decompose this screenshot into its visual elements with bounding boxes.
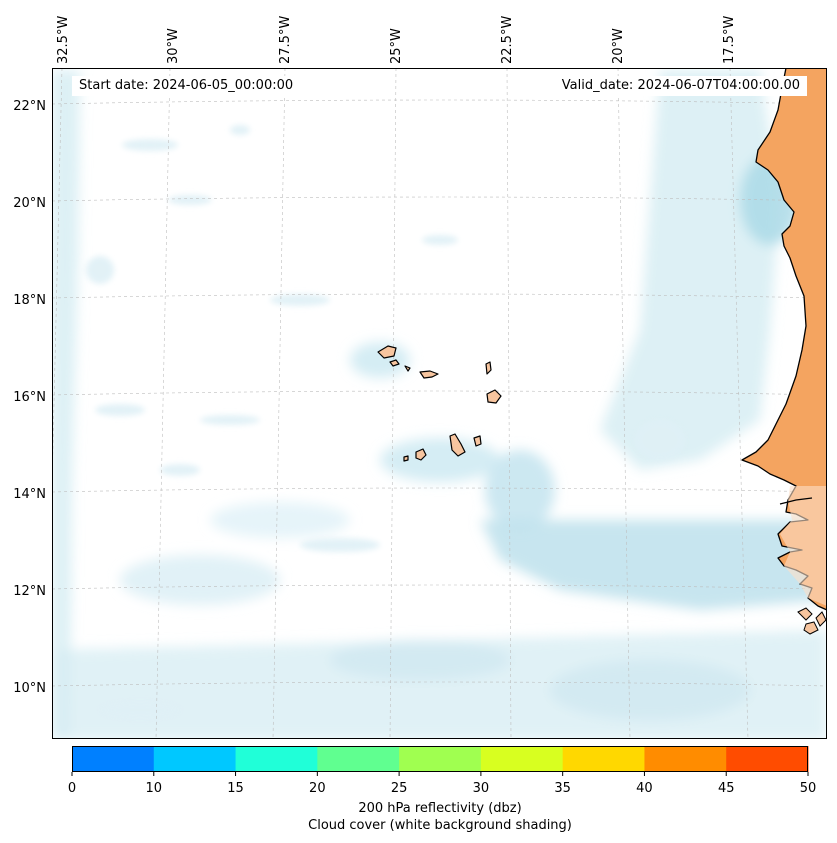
- map-frame: [52, 68, 827, 739]
- colorbar-segment: [399, 746, 482, 772]
- gridline-lat-14: [52, 487, 827, 493]
- lat-label: 22°N: [13, 99, 46, 114]
- latitude-labels: 22°N 20°N 18°N 16°N 14°N 12°N 10°N: [13, 99, 46, 696]
- colorbar-frame: [72, 746, 808, 772]
- gridline-lat-20: [52, 196, 827, 202]
- island-santa-luzia: [404, 365, 411, 372]
- gridline-lon-27.5: [272, 68, 286, 739]
- lon-label: 20°W: [611, 28, 626, 64]
- colorbar-tick-label: 35: [554, 781, 571, 796]
- colorbar-segment: [480, 746, 564, 772]
- island-boa-vista: [486, 389, 502, 404]
- island-sao-vicente: [389, 359, 400, 367]
- lat-label: 12°N: [13, 584, 46, 599]
- gridline-lon-22.5: [506, 68, 512, 739]
- colorbar-tick-label: 40: [636, 781, 653, 796]
- lat-label: 16°N: [13, 390, 46, 405]
- gridline-lon-20: [617, 68, 631, 739]
- gridlines: [52, 68, 827, 739]
- gambia-river: [779, 497, 813, 505]
- island-maio: [473, 435, 482, 447]
- colorbar-tick-label: 50: [800, 781, 817, 796]
- colorbar-segment: [644, 746, 727, 772]
- cloud-patch-islands: [380, 438, 500, 482]
- lat-label: 14°N: [13, 487, 46, 502]
- colorbar-tick-label: 20: [309, 781, 326, 796]
- colorbar: 0 10 15 20 25 30 35 40 45 50: [68, 746, 816, 796]
- gridline-lat-10: [52, 681, 827, 687]
- colorbar-segment: [562, 746, 645, 772]
- gridline-lat-18: [52, 293, 827, 299]
- lon-label: 32.5°W: [56, 16, 71, 64]
- colorbar-subtitle: Cloud cover (white background shading): [308, 818, 572, 833]
- africa-mainland-light: [780, 486, 827, 606]
- colorbar-tick-label: 0: [68, 781, 76, 796]
- lon-label: 22.5°W: [500, 16, 515, 64]
- gridline-lat-16: [52, 390, 827, 396]
- colorbar-tick-label: 10: [146, 781, 163, 796]
- lon-label: 27.5°W: [278, 16, 293, 64]
- island-santo-antao: [377, 345, 397, 359]
- cloud-patch-bottom-mid: [330, 640, 510, 680]
- cloud-patch-center: [485, 450, 555, 530]
- cloud-cover-shading: [52, 70, 827, 739]
- colorbar-tick-label: 25: [391, 781, 408, 796]
- lat-label: 18°N: [13, 293, 46, 308]
- cloud-west-band: [52, 70, 80, 739]
- lon-label: 25°W: [389, 28, 404, 64]
- lat-label: 10°N: [13, 681, 46, 696]
- colorbar-segment: [726, 746, 809, 772]
- cloud-patch-north-islands: [350, 342, 410, 378]
- gridline-lon-17.5: [729, 68, 749, 739]
- island-fogo: [415, 448, 427, 461]
- lon-label: 17.5°W: [722, 16, 737, 64]
- map-content: [52, 68, 827, 739]
- colorbar-segment: [72, 746, 155, 772]
- colorbar-segment: [235, 746, 318, 772]
- colorbar-segment: [153, 746, 237, 772]
- gridline-lat-22: [52, 99, 827, 105]
- island-sao-nicolau: [419, 370, 439, 379]
- cape-verde-islands: [377, 345, 502, 462]
- colorbar-segment: [317, 746, 400, 772]
- colorbar-tick-label: 30: [473, 781, 490, 796]
- island-santiago: [449, 433, 466, 457]
- cloud-patch-mid: [210, 502, 350, 538]
- colorbar-title: 200 hPa reflectivity (dbz): [358, 801, 522, 816]
- cloud-east-band: [600, 70, 780, 470]
- island-sal: [485, 361, 492, 375]
- gridline-lon-25: [389, 68, 397, 739]
- gridline-lat-12: [52, 584, 827, 590]
- lat-label: 20°N: [13, 196, 46, 211]
- island-brava: [403, 455, 409, 462]
- colorbar-tick-label: 15: [227, 781, 244, 796]
- colorbar-tick-label: 45: [718, 781, 735, 796]
- cloud-patch-bottom-right: [550, 660, 750, 720]
- cloud-patch-sw: [120, 555, 280, 605]
- cloud-streaks: [86, 125, 685, 718]
- valid-date-label: Valid_date: 2024-06-07T04:00:00.00: [554, 76, 807, 96]
- lon-label: 30°W: [166, 28, 181, 64]
- longitude-labels: 32.5°W 30°W 27.5°W 25°W 22.5°W 20°W 17.5…: [56, 16, 737, 64]
- start-date-label: Start date: 2024-06-05_00:00:00: [72, 76, 301, 96]
- cloud-south-band: [480, 520, 827, 610]
- gridline-lon-30: [155, 68, 171, 739]
